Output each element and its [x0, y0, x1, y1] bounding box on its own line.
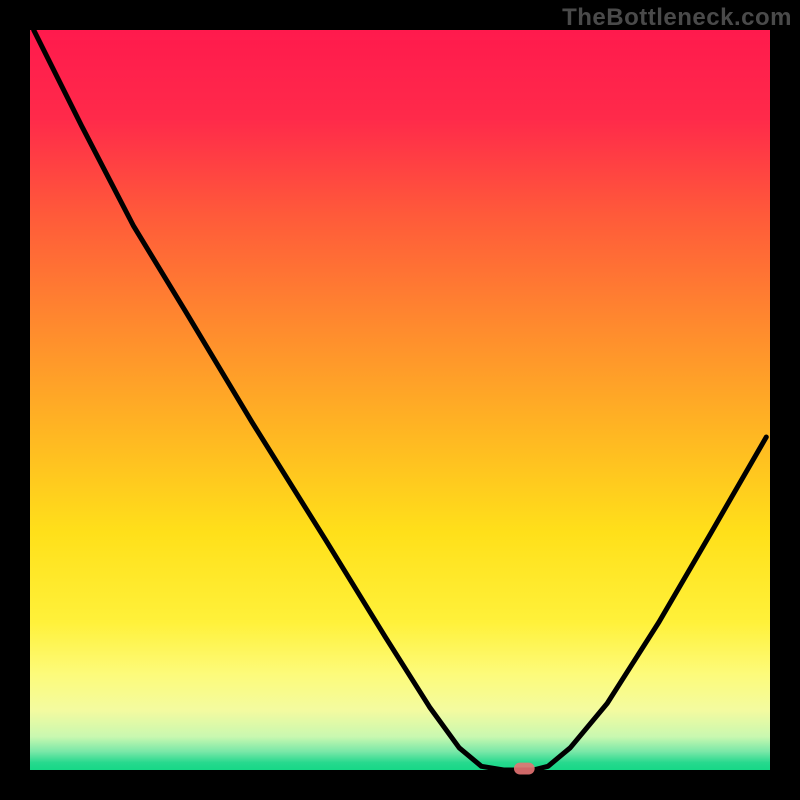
chart-stage: TheBottleneck.com	[0, 0, 800, 800]
chart-svg	[0, 0, 800, 800]
optimal-point-marker	[514, 763, 535, 775]
